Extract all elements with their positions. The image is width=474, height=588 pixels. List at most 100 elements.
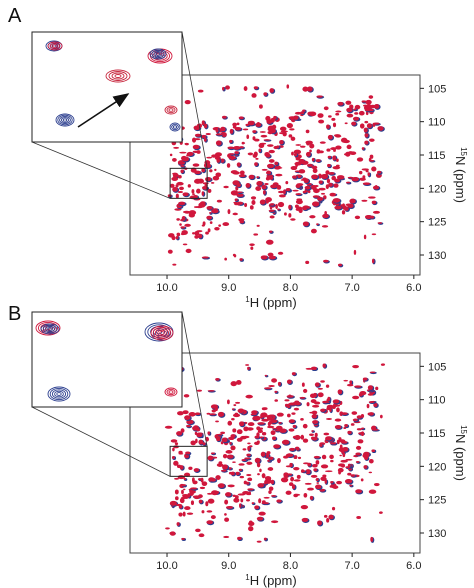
peak-red — [249, 205, 254, 210]
peak-red — [356, 157, 364, 162]
peak-red — [183, 394, 190, 398]
peak-red — [371, 200, 377, 205]
peak-red — [369, 108, 374, 112]
peak-red — [316, 482, 320, 484]
inset-peak-red — [166, 106, 176, 114]
peak-red — [295, 144, 302, 146]
peak-red — [264, 479, 272, 484]
peak-red — [267, 144, 274, 147]
peak-red — [177, 174, 182, 179]
y-axis-sup: 15 — [459, 425, 468, 434]
peak-red — [265, 200, 269, 204]
peak-red — [319, 141, 326, 144]
peak-red — [174, 477, 179, 480]
peak-red — [220, 431, 226, 435]
inset-peak-blue — [57, 114, 73, 126]
peak-red — [355, 489, 362, 494]
peak-red — [234, 198, 238, 202]
peak-red — [363, 234, 367, 240]
peak-red — [173, 460, 179, 466]
peak-red — [247, 442, 251, 445]
peak-red — [232, 461, 236, 463]
peak-red — [207, 492, 213, 495]
peak-red — [302, 438, 309, 443]
peak-red — [289, 419, 293, 423]
peak-red — [335, 158, 339, 162]
peak-red — [277, 457, 281, 464]
peak-red — [317, 387, 323, 390]
peak-red — [236, 122, 240, 126]
peak-red — [309, 433, 314, 436]
peak-red — [342, 452, 346, 458]
peak-red — [304, 185, 311, 190]
peak-red — [329, 442, 337, 445]
peak-red — [215, 140, 222, 146]
peak-red — [305, 151, 311, 157]
peak-red — [248, 174, 255, 180]
peak-red — [336, 439, 340, 445]
peak-red — [293, 153, 298, 157]
peak-red — [333, 148, 336, 152]
peak-red — [191, 137, 197, 143]
connector-line — [181, 311, 208, 447]
peak-red — [317, 197, 324, 201]
inset-peak-red — [108, 71, 128, 81]
peak-red — [201, 510, 205, 514]
peak-red — [172, 447, 175, 452]
peak-red — [231, 408, 235, 410]
peak-red — [242, 128, 249, 131]
peak-red — [280, 477, 289, 483]
peak-red — [232, 122, 237, 127]
peak-red — [169, 500, 177, 506]
peak-red — [263, 407, 268, 410]
peak-red — [286, 379, 292, 384]
peak-red — [215, 172, 222, 178]
x-tick-label: 6.0 — [406, 282, 421, 294]
peak-red — [226, 163, 231, 168]
peak-red — [195, 528, 201, 533]
peak-red — [305, 260, 310, 265]
peak-red — [185, 248, 192, 254]
peak-red — [247, 422, 255, 427]
peak-red — [225, 85, 230, 90]
peak-red — [216, 158, 221, 163]
peak-red — [365, 169, 369, 173]
peak-red — [206, 520, 214, 525]
peak-red — [311, 165, 318, 170]
peak-red — [191, 189, 195, 194]
peak-red — [368, 412, 374, 416]
peak-red — [361, 147, 365, 150]
peak-red — [351, 176, 359, 182]
peak-red — [251, 502, 255, 505]
peak-red — [239, 170, 245, 175]
peak-red — [209, 169, 213, 173]
peak-red — [277, 208, 280, 211]
peak-red — [306, 163, 313, 168]
peak-red — [184, 100, 191, 105]
inset-arrow — [77, 93, 130, 128]
peak-red — [227, 484, 235, 488]
peak-red — [184, 415, 191, 420]
peak-red — [238, 116, 244, 120]
peak-red — [190, 440, 196, 446]
peak-red — [326, 417, 332, 420]
peak-red — [168, 233, 175, 238]
peak-red — [339, 454, 342, 457]
peak-red — [180, 428, 185, 433]
peak-red — [328, 115, 332, 118]
peak-red — [294, 401, 301, 406]
peak-red — [380, 363, 386, 366]
peak-red — [261, 413, 267, 418]
peak-red — [315, 478, 319, 481]
peak-red — [286, 122, 293, 129]
peak-red — [171, 176, 179, 181]
peak-red — [268, 384, 275, 388]
peak-red — [256, 432, 260, 437]
peak-red — [281, 439, 290, 445]
peak-red — [363, 127, 368, 133]
inset-peak-blue — [47, 386, 71, 402]
peak-red — [361, 100, 366, 103]
peak-red — [296, 474, 301, 479]
y-axis-sup: 15 — [459, 147, 468, 156]
